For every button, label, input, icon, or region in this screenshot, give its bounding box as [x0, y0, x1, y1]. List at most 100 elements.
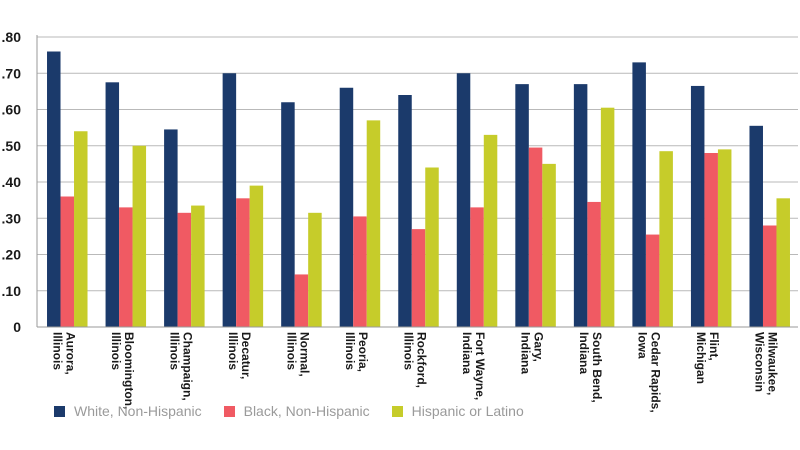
legend-swatch-black: [223, 405, 235, 417]
y-tick-label: .80: [2, 29, 22, 45]
category-label-line: Illinois: [343, 332, 357, 370]
legend-label-black: Black, Non-Hispanic: [243, 403, 370, 419]
bar-3-2: [249, 185, 264, 327]
bar-2-1: [177, 212, 192, 327]
category-label-line: Illinois: [109, 332, 123, 370]
category-label-line: Bloomington,: [122, 332, 136, 409]
bar-3-1: [236, 198, 250, 327]
bar-10-2: [659, 151, 673, 327]
category-label-line: Rockford,: [415, 332, 429, 388]
category-label-line: Indiana: [577, 332, 591, 374]
category-label: Milwaukee,Wisconsin: [753, 332, 780, 395]
y-tick-label: .20: [2, 247, 22, 263]
y-tick-label: .30: [2, 210, 22, 226]
y-tick-label: .40: [2, 174, 22, 190]
bar-12-0: [749, 125, 763, 327]
category-label-line: Peoria,: [356, 332, 370, 372]
bar-6-0: [398, 95, 412, 327]
bar-9-0: [573, 84, 588, 327]
gridlines: [37, 36, 798, 292]
y-tick-label: .50: [2, 138, 22, 154]
legend-swatch-white: [54, 405, 65, 417]
category-label: Flint,Michigan: [694, 332, 721, 384]
category-label-line: Normal,: [297, 332, 311, 377]
category-label-line: Wisconsin: [753, 332, 767, 392]
category-label-line: Indiana: [519, 332, 533, 374]
bar-11-1: [704, 153, 718, 327]
category-label: Aurora,Illinois: [50, 332, 77, 375]
legend-swatch-hispanic: [391, 405, 403, 417]
bar-8-2: [542, 163, 556, 327]
y-tick-label: 0: [13, 319, 21, 335]
category-label-line: Indiana: [460, 332, 474, 374]
bar-1-1: [119, 207, 133, 327]
category-label-line: Illinois: [50, 332, 64, 370]
y-tick-label: .10: [2, 283, 22, 299]
bar-9-2: [600, 107, 615, 327]
category-label-line: Cedar Rapids,: [649, 332, 663, 413]
legend-item-hispanic: Hispanic or Latino: [391, 403, 524, 419]
bar-4-0: [281, 102, 295, 327]
category-label-line: Flint,: [707, 332, 721, 361]
category-label-line: Decatur,: [239, 332, 253, 379]
y-axis-ticks: 0 .10 .20 .30 .40 .50 .60 .70 .80: [2, 29, 22, 335]
bar-5-1: [353, 216, 367, 327]
category-label: Normal,Illinois: [284, 332, 311, 377]
bar-4-2: [308, 212, 322, 327]
bar-1-2: [132, 145, 147, 327]
bar-0-2: [74, 131, 88, 327]
bars: [47, 51, 790, 327]
category-label: South Bend,Indiana: [577, 332, 604, 403]
category-label: Rockford,Illinois: [402, 332, 429, 388]
bar-10-1: [645, 234, 660, 327]
bar-12-1: [762, 225, 777, 327]
category-label: Peoria,Illinois: [343, 332, 370, 372]
bar-7-0: [456, 73, 471, 327]
bar-2-2: [191, 205, 205, 327]
category-label-line: Illinois: [284, 332, 298, 370]
bar-4-1: [294, 274, 309, 327]
bar-2-0: [164, 129, 178, 327]
legend-label-white: White, Non-Hispanic: [74, 403, 202, 419]
bar-7-1: [470, 207, 484, 327]
category-label-line: Fort Wayne,: [473, 332, 487, 400]
legend-item-black: Black, Non-Hispanic: [223, 403, 370, 419]
axes: [36, 35, 798, 328]
bar-11-2: [717, 149, 732, 327]
legend-item-white: White, Non-Hispanic: [54, 403, 202, 419]
bar-8-0: [515, 84, 529, 327]
category-label-line: Milwaukee,: [766, 332, 780, 395]
category-labels: Aurora,Illinois Bloomington,Illinois Champ…: [50, 332, 779, 413]
category-label-line: Champaign,: [180, 332, 194, 401]
category-label-line: Aurora,: [63, 332, 77, 375]
category-label-line: Illinois: [402, 332, 416, 370]
legend: White, Non-Hispanic Black, Non-Hispanic …: [54, 403, 546, 419]
bar-3-0: [222, 73, 237, 327]
bar-10-0: [632, 62, 646, 327]
category-label: Decatur,Illinois: [226, 332, 253, 379]
bar-11-0: [690, 85, 705, 327]
category-label-line: South Bend,: [590, 332, 604, 403]
bar-1-0: [105, 82, 120, 327]
bar-7-2: [483, 134, 498, 327]
bar-6-1: [411, 229, 426, 327]
bar-6-2: [425, 167, 439, 327]
category-label-line: Michigan: [694, 332, 708, 384]
bar-5-0: [339, 87, 354, 327]
category-label: Cedar Rapids,Iowa: [636, 332, 663, 413]
category-label: Gary,Indiana: [519, 332, 546, 374]
y-tick-label: .70: [2, 65, 22, 81]
category-label: Champaign,Illinois: [167, 332, 194, 401]
category-label: Fort Wayne,Indiana: [460, 332, 487, 400]
bar-0-0: [47, 51, 61, 327]
bar-0-1: [60, 196, 75, 327]
bar-8-1: [528, 147, 543, 327]
category-label-line: Gary,: [532, 332, 546, 362]
y-tick-label: .60: [2, 102, 22, 118]
category-label-line: Illinois: [226, 332, 240, 370]
bar-5-2: [366, 120, 381, 327]
bar-9-1: [587, 201, 601, 327]
category-label: Bloomington,Illinois: [109, 332, 136, 409]
category-label-line: Illinois: [167, 332, 181, 370]
